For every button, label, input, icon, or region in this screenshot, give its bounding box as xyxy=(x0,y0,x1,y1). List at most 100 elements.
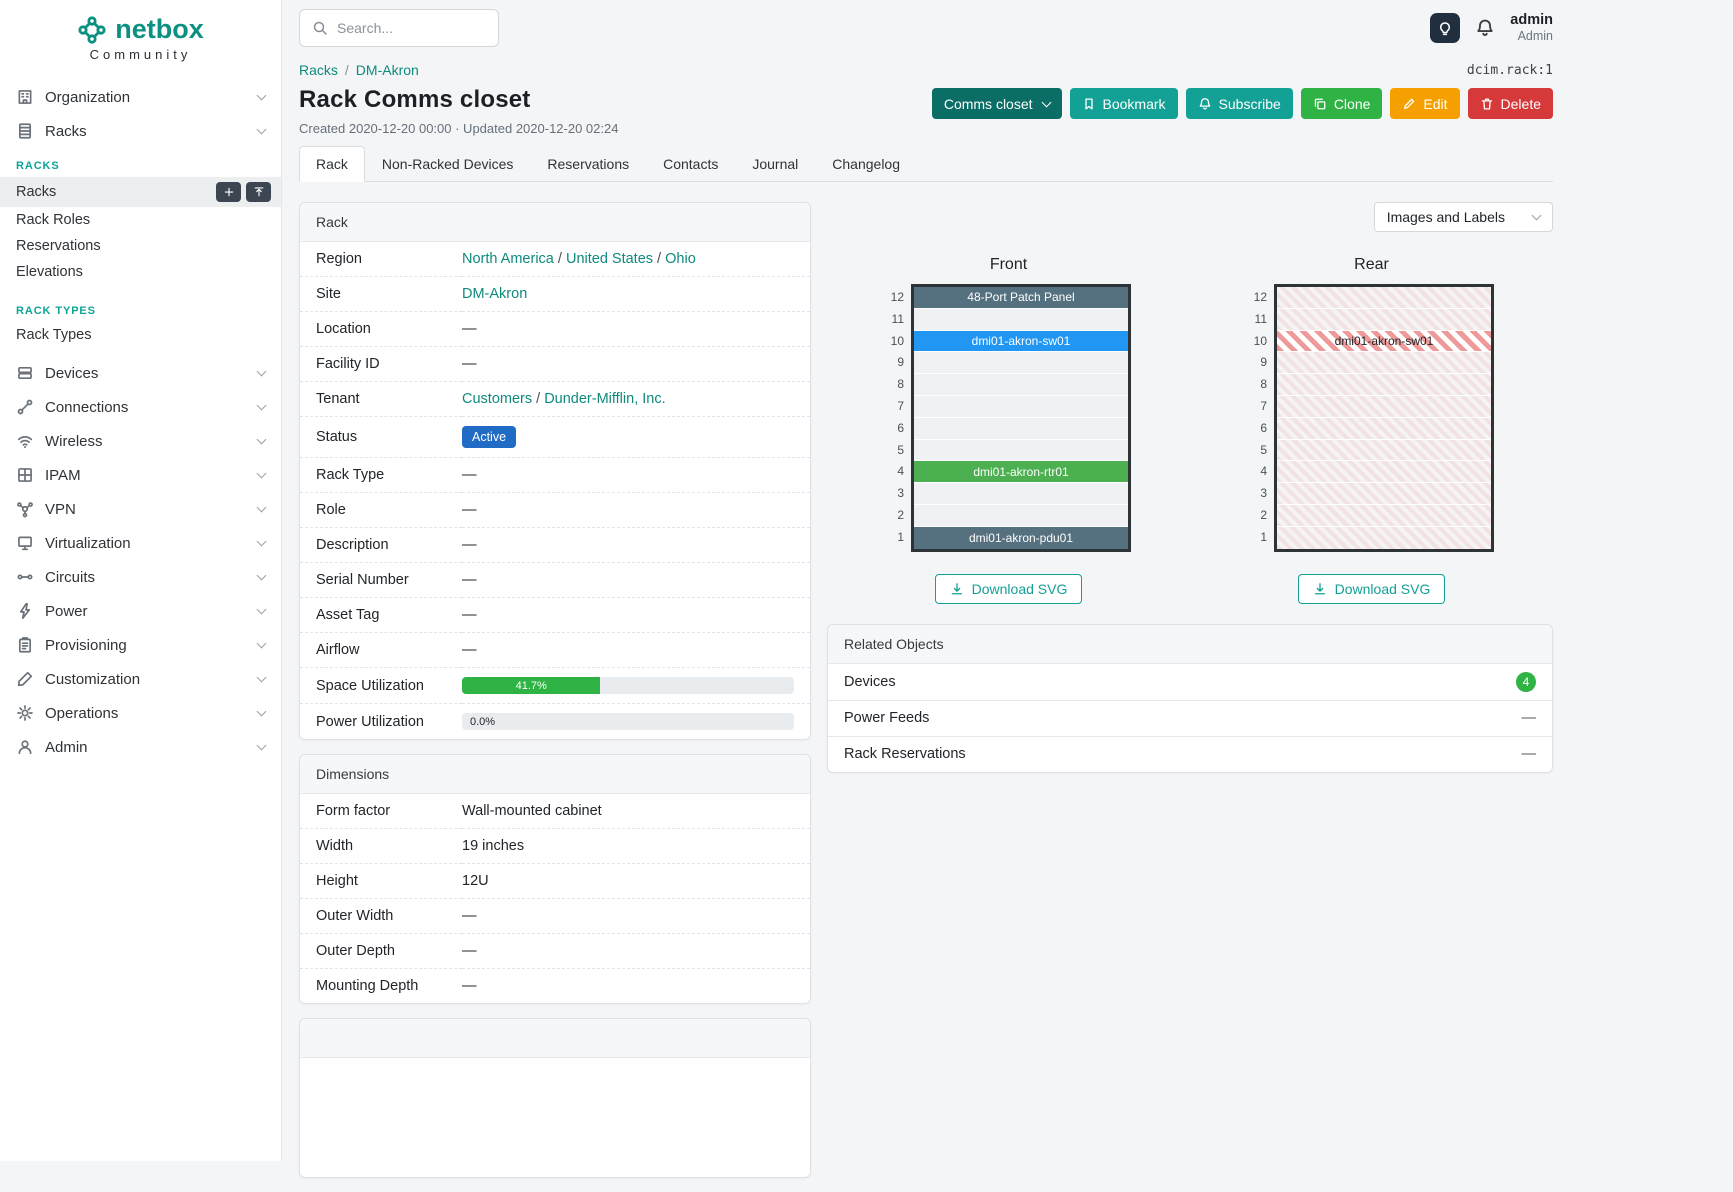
sidebar-item-devices[interactable]: Devices xyxy=(0,356,281,390)
link-united-states[interactable]: United States xyxy=(566,251,653,267)
sidebar-item-racks[interactable]: Racks xyxy=(0,114,281,148)
empty-unit[interactable] xyxy=(1277,418,1491,440)
empty-unit[interactable] xyxy=(1277,505,1491,527)
field-label: Description xyxy=(300,528,462,563)
sidebar-item-organization[interactable]: Organization xyxy=(0,80,281,114)
theme-toggle-button[interactable] xyxy=(1430,13,1460,43)
sidebar-item-customization[interactable]: Customization xyxy=(0,662,281,696)
add-button[interactable] xyxy=(216,182,241,202)
empty-unit[interactable] xyxy=(1277,374,1491,396)
chevron-down-icon xyxy=(1532,210,1542,220)
sidebar-item-power[interactable]: Power xyxy=(0,594,281,628)
sidebar-item-circuits[interactable]: Circuits xyxy=(0,560,281,594)
link-dunder-mifflin-inc[interactable]: Dunder-Mifflin, Inc. xyxy=(544,391,665,407)
field-label: Status xyxy=(300,417,462,458)
download-svg-front-button[interactable]: Download SVG xyxy=(935,574,1083,604)
sidebar-item-rack-roles[interactable]: Rack Roles xyxy=(0,207,281,233)
link-north-america[interactable]: North America xyxy=(462,251,554,267)
breadcrumb-link-racks[interactable]: Racks xyxy=(299,62,338,78)
link-customers[interactable]: Customers xyxy=(462,391,532,407)
chevron-down-icon xyxy=(1041,97,1051,107)
chevron-down-icon xyxy=(257,673,267,683)
sidebar-item-rack-types[interactable]: Rack Types xyxy=(0,322,281,348)
empty-unit[interactable] xyxy=(914,505,1128,527)
unit-number: 4 xyxy=(886,461,904,483)
bookmark-icon xyxy=(1082,97,1096,111)
device-48-port-patch-panel[interactable]: 48-Port Patch Panel xyxy=(914,287,1128,309)
sidebar-item-racks[interactable]: Racks xyxy=(0,177,281,207)
sidebar-item-label: Operations xyxy=(45,705,247,722)
tab-non-racked-devices[interactable]: Non-Racked Devices xyxy=(365,146,531,182)
empty-unit[interactable] xyxy=(914,309,1128,331)
tab-rack[interactable]: Rack xyxy=(299,146,365,182)
tab-contacts[interactable]: Contacts xyxy=(646,146,735,182)
tab-reservations[interactable]: Reservations xyxy=(530,146,646,182)
empty-unit[interactable] xyxy=(1277,287,1491,309)
vpn-icon xyxy=(16,500,34,518)
global-search[interactable] xyxy=(299,9,499,47)
empty-unit[interactable] xyxy=(914,396,1128,418)
user-menu[interactable]: admin Admin xyxy=(1510,11,1553,45)
clone-button[interactable]: Clone xyxy=(1301,88,1383,119)
device-dmi01-akron-rtr01[interactable]: dmi01-akron-rtr01 xyxy=(914,461,1128,483)
tab-journal[interactable]: Journal xyxy=(735,146,815,182)
empty-unit[interactable] xyxy=(1277,309,1491,331)
empty-unit[interactable] xyxy=(1277,483,1491,505)
sidebar-item-wireless[interactable]: Wireless xyxy=(0,424,281,458)
field-row-rack-type: Rack Type— xyxy=(300,458,810,493)
empty-unit[interactable] xyxy=(914,483,1128,505)
field-label: Height xyxy=(300,864,462,899)
unit-number: 10 xyxy=(886,331,904,353)
sidebar-item-label: Circuits xyxy=(45,569,247,586)
field-label: Region xyxy=(300,242,462,277)
brand[interactable]: netbox Community xyxy=(0,0,281,70)
search-input[interactable] xyxy=(337,20,486,36)
empty-unit[interactable] xyxy=(1277,352,1491,374)
bookmark-button[interactable]: Bookmark xyxy=(1070,88,1178,119)
device-dmi01-akron-sw01[interactable]: dmi01-akron-sw01 xyxy=(914,331,1128,353)
subscribe-button[interactable]: Subscribe xyxy=(1186,88,1293,119)
breadcrumb-link-site[interactable]: DM-Akron xyxy=(356,62,419,78)
device-dmi01-akron-sw01[interactable]: dmi01-akron-sw01 xyxy=(1277,331,1491,353)
related-row-power-feeds[interactable]: Power Feeds— xyxy=(828,700,1552,736)
empty-unit[interactable] xyxy=(914,440,1128,462)
link-dm-akron[interactable]: DM-Akron xyxy=(462,286,527,302)
empty-unit[interactable] xyxy=(1277,461,1491,483)
empty-unit[interactable] xyxy=(914,374,1128,396)
device-dmi01-akron-pdu01[interactable]: dmi01-akron-pdu01 xyxy=(914,527,1128,549)
empty-unit[interactable] xyxy=(1277,440,1491,462)
field-label: Asset Tag xyxy=(300,598,462,633)
sidebar-item-admin[interactable]: Admin xyxy=(0,730,281,764)
sidebar-item-elevations[interactable]: Elevations xyxy=(0,259,281,285)
tab-changelog[interactable]: Changelog xyxy=(815,146,917,182)
notifications-button[interactable] xyxy=(1475,18,1495,38)
import-button[interactable] xyxy=(246,182,271,202)
field-value: — xyxy=(462,312,810,347)
empty-unit[interactable] xyxy=(914,352,1128,374)
related-row-rack-reservations[interactable]: Rack Reservations— xyxy=(828,736,1552,772)
sidebar-item-reservations[interactable]: Reservations xyxy=(0,233,281,259)
comms-closet-button[interactable]: Comms closet xyxy=(932,88,1062,119)
sidebar-item-provisioning[interactable]: Provisioning xyxy=(0,628,281,662)
unit-number: 4 xyxy=(1249,461,1267,483)
empty-unit[interactable] xyxy=(914,418,1128,440)
field-row-mounting-depth: Mounting Depth— xyxy=(300,969,810,1004)
sidebar-item-vpn[interactable]: VPN xyxy=(0,492,281,526)
sidebar-item-connections[interactable]: Connections xyxy=(0,390,281,424)
empty-unit[interactable] xyxy=(1277,527,1491,549)
unit-number: 12 xyxy=(1249,287,1267,309)
racks-icon xyxy=(16,122,34,140)
delete-button[interactable]: Delete xyxy=(1468,88,1553,119)
sidebar-item-operations[interactable]: Operations xyxy=(0,696,281,730)
edit-button[interactable]: Edit xyxy=(1390,88,1459,119)
sidebar-item-ipam[interactable]: IPAM xyxy=(0,458,281,492)
link-ohio[interactable]: Ohio xyxy=(665,251,696,267)
empty-unit[interactable] xyxy=(1277,396,1491,418)
images-labels-select[interactable]: Images and Labels xyxy=(1374,202,1553,232)
sidebar-item-virtualization[interactable]: Virtualization xyxy=(0,526,281,560)
download-svg-rear-button[interactable]: Download SVG xyxy=(1298,574,1446,604)
